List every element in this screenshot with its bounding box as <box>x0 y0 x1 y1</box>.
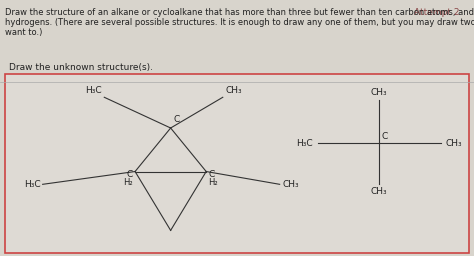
Text: CH₃: CH₃ <box>225 86 242 95</box>
Text: C: C <box>209 170 215 179</box>
Text: CH₃: CH₃ <box>371 88 388 97</box>
Text: CH₃: CH₃ <box>446 139 462 148</box>
Text: C: C <box>382 132 388 141</box>
Text: H₃C: H₃C <box>24 180 40 189</box>
Text: Draw the unknown structure(s).: Draw the unknown structure(s). <box>9 63 154 72</box>
Text: C: C <box>127 170 133 179</box>
Text: CH₃: CH₃ <box>371 187 388 196</box>
Text: CH₃: CH₃ <box>282 180 299 189</box>
Text: C: C <box>173 115 179 124</box>
Text: H₂: H₂ <box>123 178 133 187</box>
Text: Draw the structure of an alkane or cycloalkane that has more than three but fewe: Draw the structure of an alkane or cyclo… <box>5 8 474 37</box>
Text: H₃C: H₃C <box>296 139 313 148</box>
Text: H₃C: H₃C <box>85 86 102 95</box>
Bar <box>5 74 469 253</box>
Text: H₂: H₂ <box>209 178 218 187</box>
Text: Attempt 2: Attempt 2 <box>414 8 460 17</box>
